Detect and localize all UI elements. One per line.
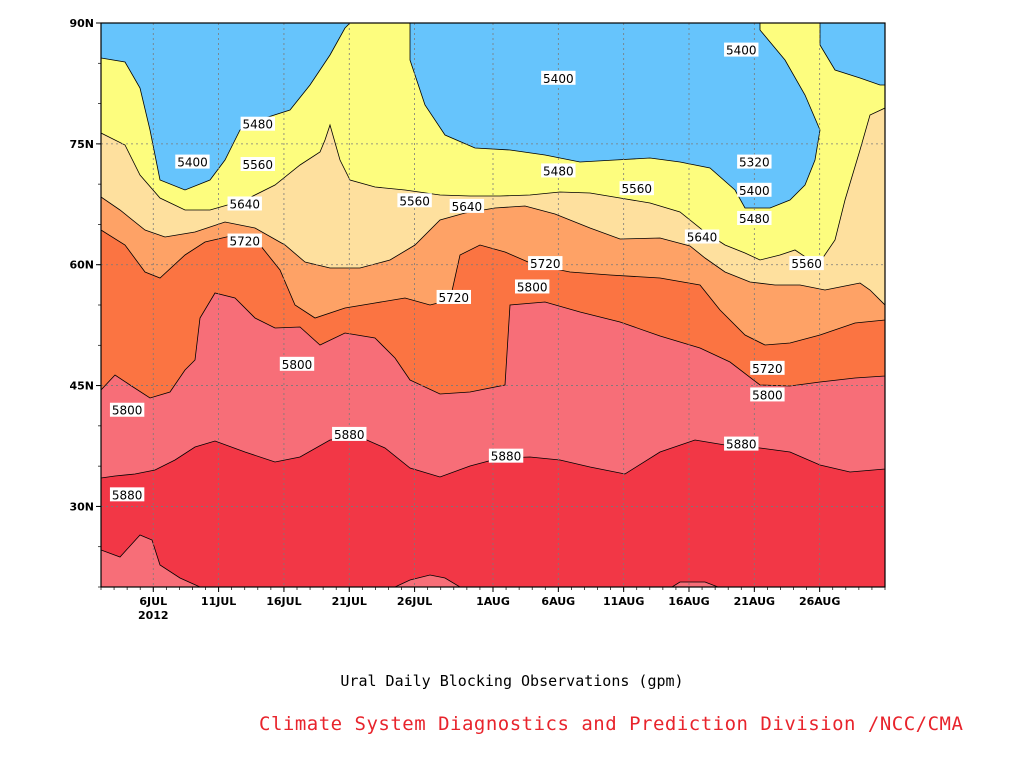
contour-label: 5720 (229, 235, 260, 249)
contour-label-bg (737, 182, 772, 197)
contour-label-bg (240, 157, 275, 171)
x-tick-label: 16AUG (668, 595, 709, 608)
contour-label: 5880 (726, 438, 757, 452)
contour-label: 5400 (726, 44, 757, 58)
contour-label-bg (684, 229, 720, 244)
contour-label-bg (750, 387, 785, 402)
contour-label: 5720 (439, 291, 470, 305)
y-tick-label: 75N (69, 138, 94, 151)
contour-label: 5880 (491, 450, 522, 464)
contour-label-bg (332, 426, 367, 441)
band-5800-5880-bottom-a (101, 534, 201, 587)
contour-label: 5560 (399, 194, 430, 208)
contour-label-bg (397, 193, 432, 208)
contour-label: 5800 (517, 280, 548, 294)
contour-label: 5640 (229, 197, 260, 211)
x-tick-label: 26AUG (799, 595, 840, 608)
contour-label-bg (724, 42, 759, 57)
contour-label: 5800 (282, 358, 313, 372)
band-5800-5880-bottom-c (671, 581, 719, 587)
x-tick-label: 21AUG (734, 595, 775, 608)
contour-label-bg (515, 279, 550, 294)
x-tick-label: 6JUL (139, 595, 167, 608)
contour-label: 5800 (112, 404, 143, 418)
contour-label-bg (227, 196, 262, 211)
x-tick-label: 1AUG (476, 595, 510, 608)
contour-label: 5480 (739, 212, 770, 226)
x-tick-label: 6AUG (541, 595, 575, 608)
contour-label: 5720 (530, 257, 561, 271)
contour-label: 5880 (112, 488, 143, 502)
contour-labels: 5400 5480 5560 5640 5720 5800 5880 5800 5880 5560… (109, 42, 824, 502)
y-axis: 90N 75N 60N 45N 30N (69, 17, 101, 588)
grid (101, 23, 885, 587)
contour-label-bg (737, 154, 772, 169)
y-tick-label: 60N (69, 259, 94, 272)
y-tick-label: 90N (69, 17, 94, 30)
contour-label: 5560 (621, 182, 652, 196)
x-tick-label: 16JUL (266, 595, 301, 608)
contour-label-bg (528, 256, 563, 271)
contour-label: 5640 (687, 231, 718, 245)
contour-label-bg (240, 116, 275, 131)
credit-text: Climate System Diagnostics and Predictio… (259, 713, 964, 735)
contour-label: 5560 (791, 257, 822, 271)
contour-label: 5480 (243, 118, 274, 132)
contour-label: 5880 (334, 428, 365, 442)
contour-label-bg (488, 448, 524, 463)
y-tick-label: 30N (69, 500, 94, 513)
contour-label: 5320 (739, 156, 770, 170)
x-year-label: 2012 (138, 609, 169, 622)
contour-label-bg (541, 163, 576, 178)
contour-label-bg (737, 210, 772, 225)
contour-label-bg (789, 256, 824, 271)
contour-label: 5400 (543, 72, 574, 86)
contour-label-bg (109, 487, 145, 502)
x-tick-label: 26JUL (397, 595, 432, 608)
contour-label: 5400 (177, 156, 208, 170)
contour-label: 5400 (739, 184, 770, 198)
contour-label: 5560 (243, 158, 274, 172)
contour-label-bg (109, 402, 145, 417)
contour-label-bg (724, 436, 759, 451)
contour-label-bg (541, 70, 576, 85)
x-tick-label: 11AUG (603, 595, 644, 608)
x-tick-label: 11JUL (201, 595, 236, 608)
contour-label: 5640 (452, 200, 483, 214)
contour-label: 5800 (752, 388, 783, 402)
chart-title: Ural Daily Blocking Observations (gpm) (340, 672, 684, 690)
contour-label: 5720 (752, 362, 783, 376)
contour-label-bg (449, 198, 485, 213)
band-5800-5880-bottom-b (394, 574, 461, 587)
y-tick-label: 45N (69, 380, 94, 393)
contour-label-bg (279, 356, 315, 371)
contour-label-bg (619, 181, 654, 196)
contour-label: 5480 (543, 164, 574, 178)
x-tick-label: 21JUL (332, 595, 367, 608)
contour-label-bg (227, 233, 262, 248)
x-axis: 6JUL 11JUL 16JUL 21JUL 26JUL 1AUG 6AUG 11AUG 16A… (100, 587, 886, 622)
contour-label-bg (436, 289, 471, 304)
contour-label-bg (175, 154, 210, 169)
contour-label-bg (750, 360, 785, 375)
